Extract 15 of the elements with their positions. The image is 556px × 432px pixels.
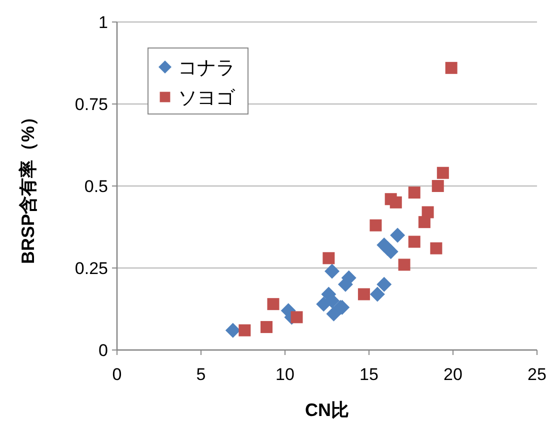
x-axis-title: CN比 bbox=[305, 400, 349, 420]
y-axis-title: BRSP含有率（%） bbox=[18, 108, 38, 264]
legend-label: ソヨゴ bbox=[178, 88, 236, 109]
x-tick-label: 20 bbox=[444, 365, 462, 384]
x-tick-label: 15 bbox=[360, 365, 378, 384]
y-tick-label: 1 bbox=[98, 13, 108, 32]
x-tick-label: 0 bbox=[112, 365, 122, 384]
legend-label: コナラ bbox=[178, 58, 235, 79]
y-tick-label: 0.25 bbox=[74, 259, 108, 278]
x-tick-label: 5 bbox=[196, 365, 206, 384]
x-tick-label: 10 bbox=[276, 365, 294, 384]
y-tick-label: 0 bbox=[98, 341, 108, 360]
x-tick-label: 25 bbox=[528, 365, 546, 384]
y-tick-label: 0.5 bbox=[84, 177, 108, 196]
y-tick-label: 0.75 bbox=[74, 95, 108, 114]
